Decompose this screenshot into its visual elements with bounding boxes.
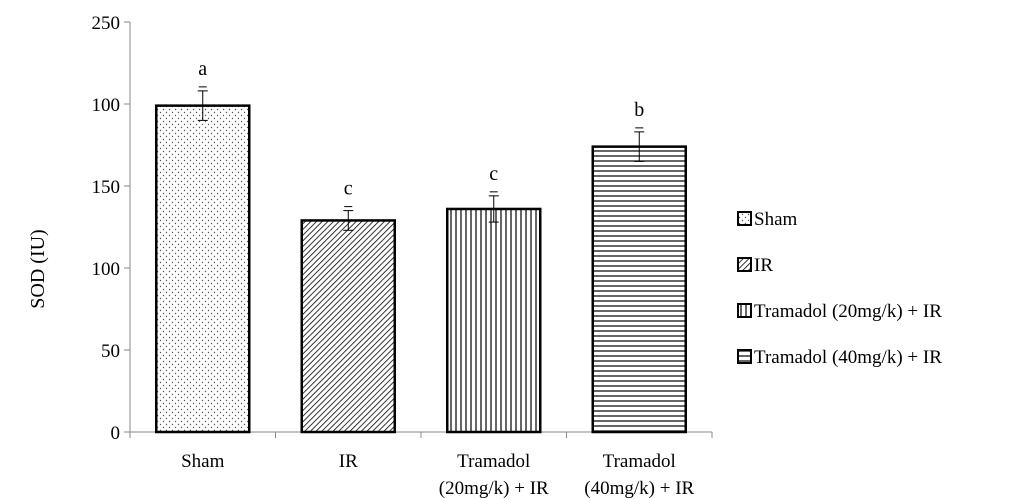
x-tick-labels: Sham IR Tramadol (20mg/k) + IR Tramadol (40mg… xyxy=(181,451,694,499)
legend-label: Tramadol (40mg/k) + IR xyxy=(754,347,942,368)
x-tick-label: (20mg/k) + IR xyxy=(439,478,549,499)
y-tick-label: 100 xyxy=(92,259,121,280)
legend-item: IR xyxy=(737,255,773,276)
bar xyxy=(591,145,687,434)
significance-letter: a xyxy=(198,58,207,80)
error-bar xyxy=(488,191,499,223)
legend-swatch xyxy=(737,211,752,226)
legend-item: Sham xyxy=(737,209,798,230)
y-tick-label: 250 xyxy=(92,13,121,34)
bar xyxy=(155,104,251,434)
error-bar xyxy=(197,86,208,121)
bars-group: a c c b xyxy=(155,58,687,434)
y-tick-label: 100 xyxy=(92,95,121,116)
error-bar xyxy=(343,206,354,231)
legend-swatch xyxy=(737,349,752,364)
legend-item: Tramadol (20mg/k) + IR xyxy=(737,301,942,322)
x-tick-label: Tramadol xyxy=(457,451,530,472)
significance-letter: b xyxy=(634,99,644,121)
significance-letter: c xyxy=(344,178,353,200)
bar xyxy=(300,219,396,434)
bar xyxy=(446,207,542,434)
legend-swatch xyxy=(737,303,752,318)
x-tick-label: IR xyxy=(339,451,358,472)
significance-letter: c xyxy=(489,163,498,185)
y-axis-label: SOD (IU) xyxy=(27,229,49,308)
y-tick-label: 150 xyxy=(92,177,121,198)
legend-label: IR xyxy=(754,255,773,276)
x-tick-label: Tramadol xyxy=(603,451,676,472)
legend-swatch xyxy=(737,257,752,272)
error-bar xyxy=(634,127,645,162)
legend-label: Tramadol (20mg/k) + IR xyxy=(754,301,942,322)
y-tick-label: 0 xyxy=(111,423,121,444)
legend-item: Tramadol (40mg/k) + IR xyxy=(737,347,942,368)
x-tick-label: (40mg/k) + IR xyxy=(584,478,694,499)
x-tick-label: Sham xyxy=(181,451,225,472)
legend: Sham IR Tramadol (20mg/k) + IR Tramadol (40… xyxy=(737,209,942,368)
legend-label: Sham xyxy=(754,209,798,230)
y-tick-label: 50 xyxy=(101,341,120,362)
